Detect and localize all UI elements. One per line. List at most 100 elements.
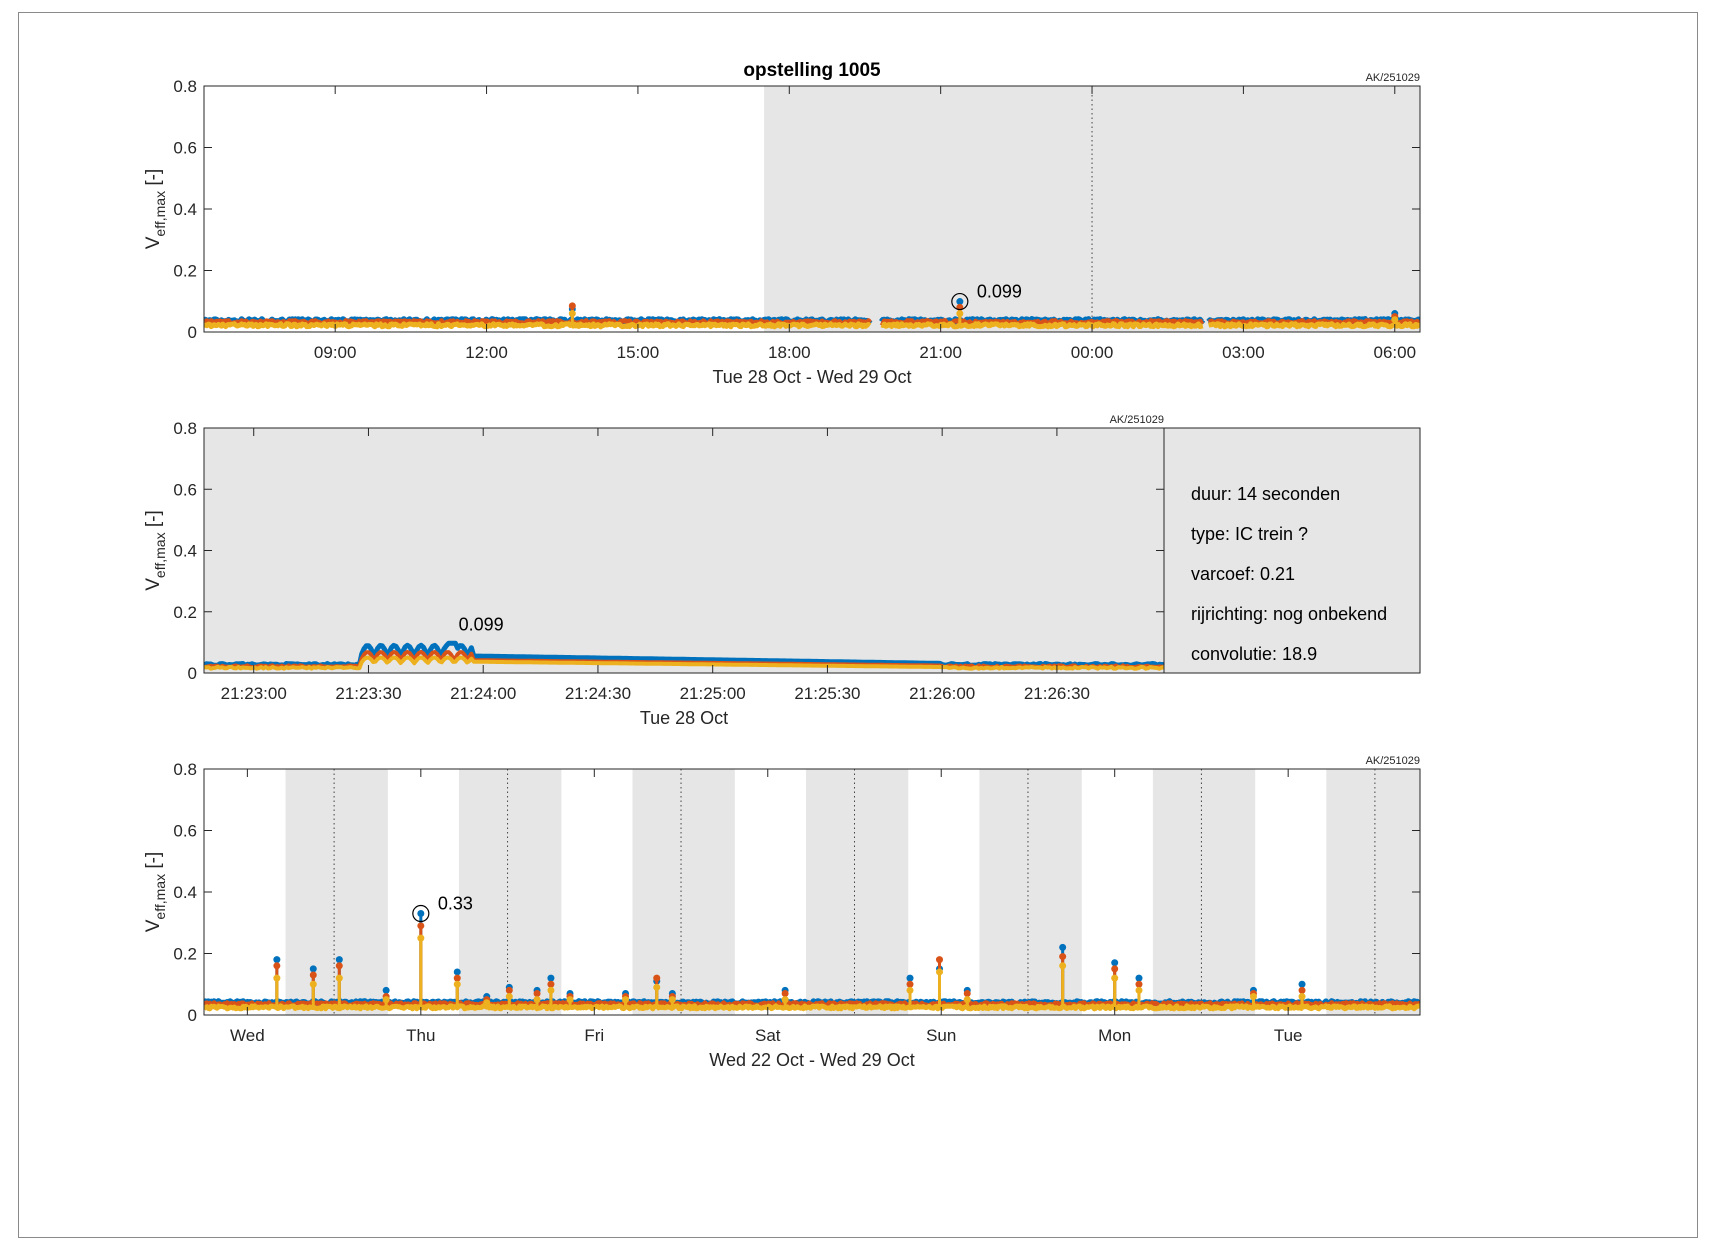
info-convolutie: convolutie: 18.9 [1191, 644, 1317, 664]
night-shading-5 [1152, 769, 1256, 1015]
spike-9-marker-series-3 [547, 986, 555, 994]
spike-22-marker-series-1 [1298, 980, 1306, 988]
spike-10-marker-series-3 [566, 996, 574, 1004]
y-tick-label-1: 0.2 [173, 945, 197, 964]
event-info-panel [1163, 427, 1421, 674]
spike-8-marker-series-3 [533, 996, 541, 1004]
peak-label: 0.099 [977, 282, 1022, 302]
y-tick-label-0: 0 [188, 664, 197, 683]
spike-5-marker-series-3 [453, 980, 461, 988]
y-tick-label-4: 0.8 [173, 77, 197, 96]
subplot-2: 0 0.2 0.4 0.6 0.8 21:23:00 21:23:30 21:24:00 21:… [143, 414, 1421, 728]
y-tick-label-3: 0.6 [173, 822, 197, 841]
spike-20-marker-series-2 [1135, 980, 1143, 988]
night-shading-0 [285, 769, 388, 1015]
y-tick-label-0: 0 [188, 323, 197, 342]
y-axis-label: Veff,max [-] [143, 169, 168, 250]
spike-21-marker-series-3 [1249, 993, 1257, 1001]
spike-16-marker-series-2 [935, 956, 943, 964]
version-tag: AK/251029 [1366, 72, 1420, 84]
y-axis-label-unit: [-] [143, 852, 164, 874]
version-tag: AK/251029 [1110, 414, 1164, 426]
series-1-line [204, 640, 1164, 668]
series-3-segment-1 [880, 321, 1204, 330]
x-tick-label-0: Wed [230, 1026, 265, 1045]
spike-0-marker-series-2 [273, 962, 281, 970]
night-shading-1 [458, 769, 562, 1015]
spike-1-marker-series-1 [309, 965, 317, 973]
night-shading-4 [979, 769, 1082, 1015]
y-tick-label-4: 0.8 [173, 760, 197, 779]
y-axis-label-symbol: V [143, 236, 164, 249]
spike-19-marker-series-1 [1111, 959, 1119, 967]
x-tick-label-6: 03:00 [1222, 343, 1265, 362]
y-tick-label-2: 0.4 [173, 200, 197, 219]
y-axis-label-subscript: eff,max [152, 532, 168, 578]
info-rijrichting: rijrichting: nog onbekend [1191, 604, 1387, 624]
y-axis-label-subscript: eff,max [152, 874, 168, 920]
spike-6-marker-series-3 [483, 999, 491, 1007]
version-tag: AK/251029 [1366, 755, 1420, 767]
spike-14-marker-series-3 [781, 996, 789, 1004]
x-tick-label-4: 21:00 [919, 343, 962, 362]
spike-3-marker-series-3 [382, 996, 390, 1004]
y-axis-label: Veff,max [-] [143, 852, 168, 933]
data-traces [204, 640, 1164, 671]
x-tick-label-1: 12:00 [465, 343, 508, 362]
y-tick-label-3: 0.6 [173, 139, 197, 158]
spike-19-marker-series-3 [1111, 974, 1119, 982]
night-shading-6 [1326, 769, 1420, 1015]
spike-12-marker-series-3 [653, 983, 661, 991]
x-tick-label-4: 21:25:00 [680, 684, 746, 703]
x-tick-label-6: Tue [1274, 1026, 1303, 1045]
y-axis-label-unit: [-] [143, 510, 164, 532]
peak-marker [412, 904, 430, 923]
spike-2-marker-series-2 [335, 962, 343, 970]
spike-16-marker-series-3 [935, 968, 943, 976]
x-tick-label-0: 09:00 [314, 343, 357, 362]
x-tick-label-5: Mon [1098, 1026, 1131, 1045]
spike-2-marker-series-3 [335, 974, 343, 982]
subplot-1: 0 0.2 0.4 0.6 0.8 09:00 12:00 15:00 18:00 21:00 00… [143, 60, 1421, 387]
spike-0-marker-series-1 [273, 956, 281, 964]
y-tick-label-2: 0.4 [173, 883, 197, 902]
spike-1-marker-series-1 [956, 298, 964, 306]
spike-4-marker-series-3 [417, 934, 425, 942]
spike-18-marker-series-3 [1059, 962, 1067, 970]
x-axis-label: Tue 28 Oct [640, 708, 728, 728]
spike-18-marker-series-2 [1059, 953, 1067, 961]
series-3-line [204, 655, 1164, 671]
x-axis-label: Tue 28 Oct - Wed 29 Oct [712, 367, 911, 387]
data-traces [204, 910, 1420, 1012]
figure-canvas: 00.20.40.60.809:00 12:00 15:00 18:00 21:00 00… [143, 60, 1421, 1070]
y-tick-label-2: 0.4 [173, 542, 197, 561]
x-tick-label-1: Thu [406, 1026, 435, 1045]
spike-1-marker-series-3 [956, 310, 964, 318]
night-shading-2 [632, 769, 735, 1015]
spike-9-marker-series-1 [547, 974, 555, 982]
peak-label: 0.099 [459, 615, 504, 635]
y-axis-label: Veff,max [-] [143, 510, 168, 591]
chart-title: opstelling 1005 [743, 60, 881, 81]
spike-5-marker-series-2 [453, 974, 461, 982]
spike-14-marker-series-2 [781, 989, 789, 997]
x-tick-label-1: 21:23:30 [335, 684, 401, 703]
spike-15-marker-series-2 [906, 980, 914, 988]
spike-13-marker-series-3 [668, 996, 676, 1004]
spike-11-marker-series-3 [622, 996, 630, 1004]
spike-2-marker-series-3 [1391, 316, 1399, 324]
series-3-segment-0 [204, 1003, 1420, 1012]
spike-1-marker-series-2 [309, 971, 317, 979]
y-tick-label-3: 0.6 [173, 480, 197, 499]
spike-22-marker-series-3 [1298, 993, 1306, 1001]
spike-12-marker-series-2 [653, 974, 661, 982]
y-tick-label-1: 0.2 [173, 603, 197, 622]
spike-20-marker-series-1 [1135, 974, 1143, 982]
spike-4-marker-series-1 [417, 910, 425, 918]
figure-window: 0 0.2 0.4 0.6 0.8 09:00 12:00 15:00 18:00 21:00 00… [18, 12, 1698, 1238]
spike-4-marker-series-2 [417, 922, 425, 930]
x-tick-label-5: 00:00 [1071, 343, 1114, 362]
spike-7-marker-series-3 [505, 993, 513, 1001]
y-tick-label-0: 0 [188, 1006, 197, 1025]
spike-0-marker-series-2 [568, 302, 576, 310]
